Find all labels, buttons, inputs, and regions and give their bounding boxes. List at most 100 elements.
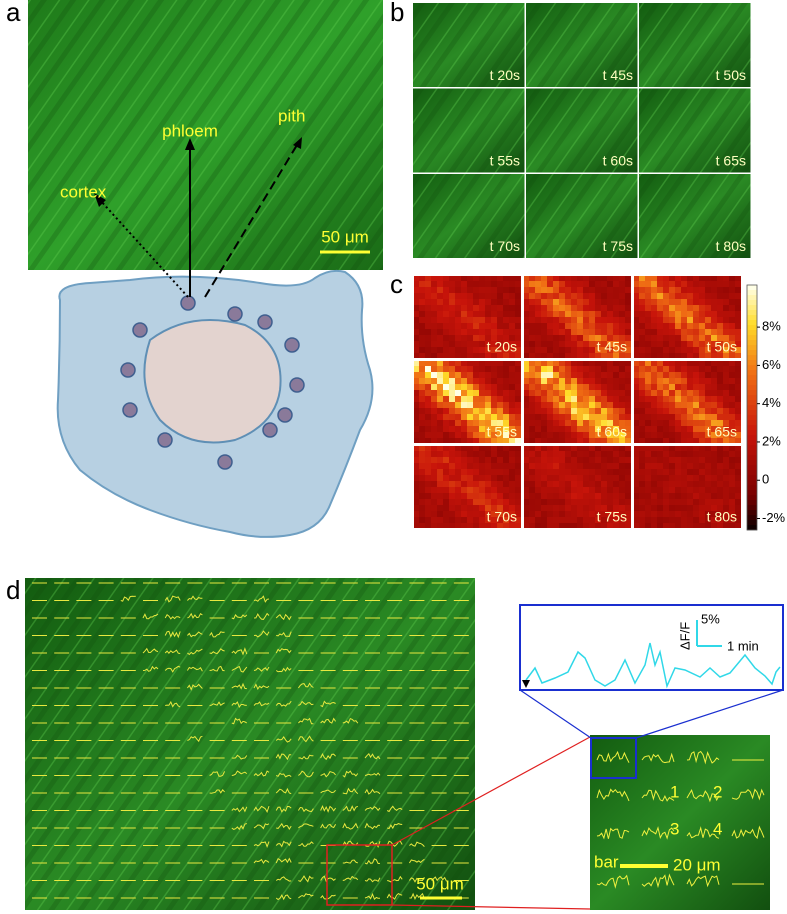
heat-cell (577, 317, 584, 324)
heat-cell (437, 384, 444, 391)
heat-cell (711, 402, 718, 409)
heat-cell (705, 335, 712, 342)
heat-cell (571, 475, 578, 482)
heat-cell (639, 517, 646, 524)
heat-cell (491, 414, 498, 421)
heat-cell (497, 323, 504, 330)
heat-cell (535, 517, 542, 524)
heat-cell (553, 402, 560, 409)
heat-cell (461, 372, 468, 379)
heat-cell (589, 481, 596, 488)
heat-cell (699, 469, 706, 476)
heat-cell (645, 445, 652, 452)
heat-cell (535, 335, 542, 342)
trace-row (32, 805, 469, 814)
heat-cell (431, 517, 438, 524)
heat-cell (583, 311, 590, 318)
heat-cell (583, 402, 590, 409)
heat-cell (657, 353, 664, 360)
heat-cell (639, 360, 646, 367)
heat-cell (675, 481, 682, 488)
heat-cell (491, 341, 498, 348)
heat-cell (681, 511, 688, 518)
frame-label: t 55s (490, 153, 520, 169)
heat-cell (565, 360, 572, 367)
heat-cell (523, 487, 530, 494)
heat-cell (589, 275, 596, 282)
heat-cell (565, 451, 572, 458)
colorbar-segment (747, 415, 757, 421)
heat-cell (669, 317, 676, 324)
heat-cell (607, 432, 614, 439)
heat-cell (687, 517, 694, 524)
heat-cell (497, 329, 504, 336)
scale-label: 50 μm (416, 874, 464, 893)
heat-cell (699, 293, 706, 300)
heat-cell (491, 487, 498, 494)
heat-cell (639, 451, 646, 458)
heat-cell (717, 463, 724, 470)
heat-cell (503, 487, 510, 494)
heat-cell (535, 311, 542, 318)
heat-cell (705, 438, 712, 445)
heat-cell (657, 390, 664, 397)
heat-cell (657, 402, 664, 409)
heat-cell (541, 499, 548, 506)
heat-cell (565, 408, 572, 415)
heat-cell (705, 360, 712, 367)
heat-cell (431, 275, 438, 282)
colorbar-segment (747, 370, 757, 376)
heat-cell (523, 293, 530, 300)
heat-cell (479, 432, 486, 439)
heat-cell (657, 372, 664, 379)
heat-cell (735, 517, 742, 524)
heat-cell (413, 511, 420, 518)
heat-cell (711, 523, 718, 530)
heat-cell (639, 311, 646, 318)
heat-cell (693, 281, 700, 288)
heat-cell (497, 305, 504, 312)
heat-cell (583, 457, 590, 464)
heat-cell (485, 378, 492, 385)
heat-cell (515, 299, 522, 306)
heat-cell (467, 287, 474, 294)
heat-cell (467, 469, 474, 476)
zoom-trace (641, 826, 675, 840)
heat-cell (639, 293, 646, 300)
heat-cell (425, 287, 432, 294)
trace-row (32, 612, 469, 621)
heat-cell (687, 360, 694, 367)
heat-cell (693, 408, 700, 415)
heat-cell (559, 408, 566, 415)
heat-cell (491, 402, 498, 409)
heat-cell (693, 445, 700, 452)
heat-cell (717, 426, 724, 433)
heat-cell (693, 505, 700, 512)
heat-cell (473, 426, 480, 433)
colorbar-segment (747, 305, 757, 311)
heat-cell (571, 408, 578, 415)
colorbar-segment (747, 445, 757, 451)
colorbar-segment (747, 325, 757, 331)
heat-cell (473, 505, 480, 512)
heat-cell (473, 414, 480, 421)
heat-cell (595, 366, 602, 373)
heat-cell (503, 402, 510, 409)
heat-cell (509, 299, 516, 306)
heat-cell (455, 311, 462, 318)
heat-cell (449, 511, 456, 518)
heat-cell (491, 463, 498, 470)
heat-cell (449, 414, 456, 421)
heat-cell (711, 329, 718, 336)
heat-cell (461, 335, 468, 342)
heat-cell (541, 378, 548, 385)
heat-cell (449, 317, 456, 324)
heat-cell (455, 384, 462, 391)
heat-cell (571, 414, 578, 421)
heat-cell (455, 287, 462, 294)
heat-cell (523, 390, 530, 397)
heat-cell (699, 353, 706, 360)
heat-cell (535, 475, 542, 482)
heat-cell (625, 378, 632, 385)
heat-cell (729, 305, 736, 312)
